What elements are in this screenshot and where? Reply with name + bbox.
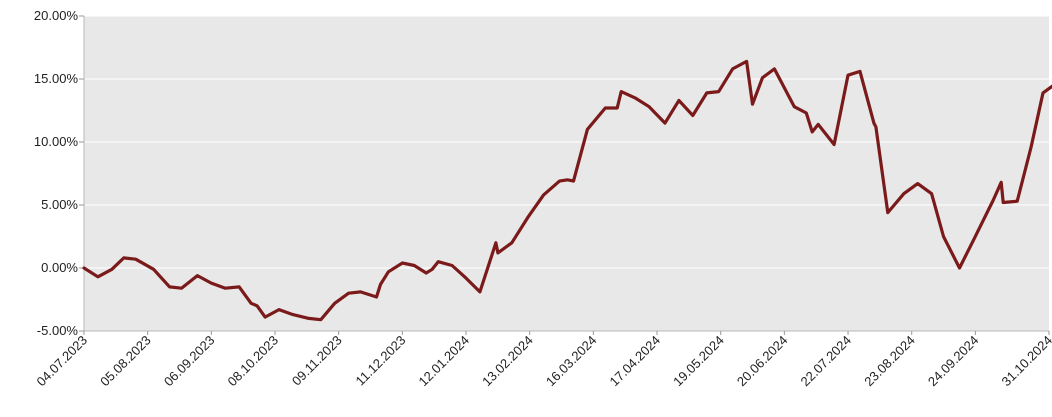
x-tick-label: 16.03.2024 <box>543 333 600 390</box>
y-axis-ticks: -5.00% 0.00% 5.00% 10.00% 15.00% 20.00% <box>34 8 84 338</box>
series-layer <box>82 59 1052 322</box>
x-tick-label: 13.02.2024 <box>479 333 536 390</box>
x-tick-label: 20.06.2024 <box>734 333 791 390</box>
y-tick-label: 5.00% <box>41 197 78 212</box>
y-tick-label: 20.00% <box>34 8 79 23</box>
x-tick-label: 08.10.2023 <box>225 333 282 390</box>
y-tick-label: -5.00% <box>37 323 79 338</box>
x-tick-label: 24.09.2024 <box>925 333 982 390</box>
x-axis-ticks: 04.07.2023 05.08.2023 06.09.2023 08.10.2023… <box>33 331 1052 389</box>
axes <box>83 16 1049 332</box>
x-tick-label: 12.01.2024 <box>416 333 473 390</box>
x-tick-label: 04.07.2023 <box>33 333 90 390</box>
x-tick-label: 06.09.2023 <box>161 333 218 390</box>
x-tick-label: 31.10.2024 <box>998 333 1052 390</box>
x-tick-label: 23.08.2024 <box>861 333 918 390</box>
x-tick-label: 22.07.2024 <box>798 333 855 390</box>
x-tick-label: 09.11.2023 <box>289 333 345 389</box>
y-tick-label: 0.00% <box>41 260 78 275</box>
y-tick-label: 10.00% <box>34 134 79 149</box>
x-tick-label: 11.12.2023 <box>353 333 409 389</box>
series-line <box>82 59 1052 322</box>
plot-area <box>84 16 1049 331</box>
x-tick-label: 05.08.2023 <box>97 333 154 390</box>
y-tick-label: 15.00% <box>34 71 79 86</box>
x-tick-label: 19.05.2024 <box>670 333 727 390</box>
x-tick-label: 17.04.2024 <box>607 333 664 390</box>
